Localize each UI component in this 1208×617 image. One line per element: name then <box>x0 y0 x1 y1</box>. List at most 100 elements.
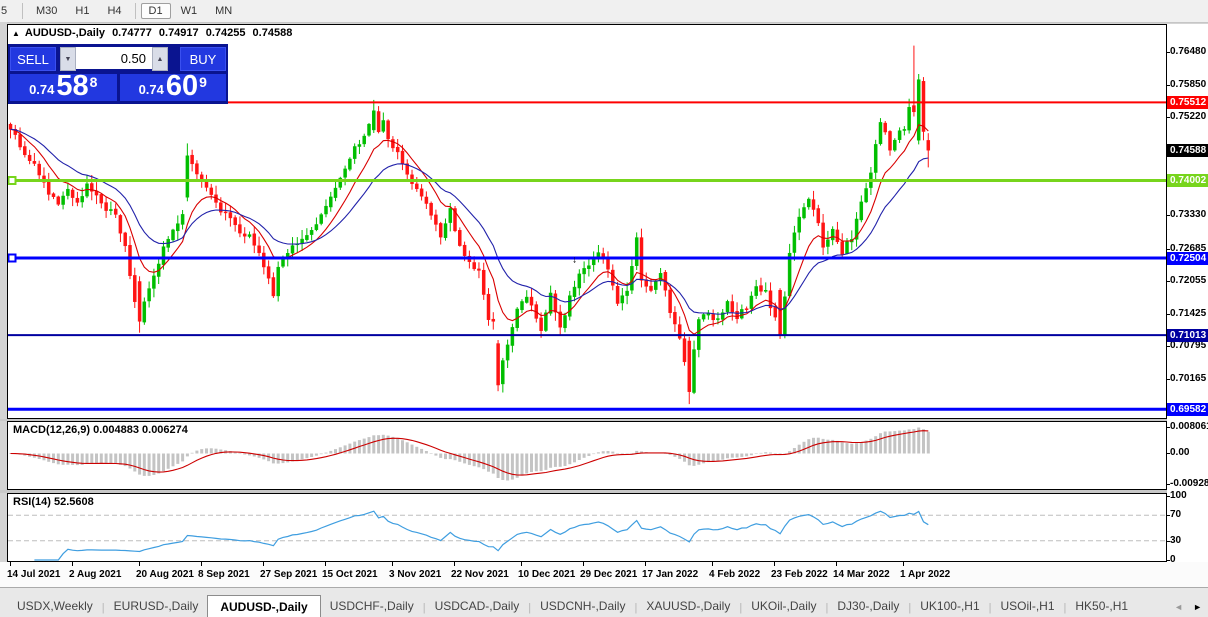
macd-histogram-bar <box>850 443 854 454</box>
macd-axis-tick: -0.00928 <box>1170 478 1208 489</box>
macd-histogram-bar <box>922 429 925 454</box>
macd-histogram-bar <box>792 448 796 454</box>
time-axis-label: 2 Aug 2021 <box>69 569 122 580</box>
timeframe-button-m5-partial[interactable]: 5 <box>1 5 8 17</box>
pane-splitter[interactable] <box>0 419 1208 421</box>
collapse-panel-icon[interactable]: ▲ <box>12 29 20 38</box>
axis-tick-mark <box>1166 540 1170 542</box>
chart-tab-usdcnhdaily[interactable]: USDCNH-,Daily <box>540 599 626 613</box>
volume-decrease-button[interactable]: ▼ <box>60 47 76 71</box>
chart-tab-xauusddaily[interactable]: XAUUSD-,Daily <box>646 599 731 613</box>
tab-separator: | <box>739 602 743 614</box>
time-axis[interactable]: 14 Jul 2021 2 Aug 2021 20 Aug 2021 8 Sep 20… <box>0 562 1208 587</box>
macd-indicator-pane[interactable]: MACD(12,26,9) 0.004883 0.006274 <box>7 421 1167 490</box>
chart-tab-eurusddaily[interactable]: EURUSD-,Daily <box>113 599 199 613</box>
time-axis-tick-mark <box>392 562 393 566</box>
macd-histogram-bar <box>104 453 108 464</box>
macd-histogram-bar <box>401 440 404 454</box>
time-axis-tick-mark <box>774 562 775 566</box>
tab-separator: | <box>908 602 912 614</box>
tab-scroll-right-icon[interactable]: ► <box>1193 602 1202 612</box>
macd-histogram-bar <box>463 453 467 464</box>
rsi-chart-canvas[interactable] <box>8 494 1166 561</box>
buy-price-big: 60 <box>165 69 199 102</box>
volume-increase-button[interactable]: ▲ <box>152 47 168 71</box>
macd-histogram-bar <box>71 453 75 465</box>
macd-histogram-bar <box>448 453 452 460</box>
buy-button[interactable]: BUY <box>180 47 226 71</box>
macd-histogram-bar <box>706 453 710 463</box>
macd-histogram-bar <box>171 453 175 467</box>
buy-price-display[interactable]: 0.74 60 9 <box>119 69 226 102</box>
rsi-axis-tick: 100 <box>1170 490 1187 501</box>
sell-price-pip: 8 <box>89 74 98 90</box>
macd-histogram-bar <box>147 453 151 476</box>
macd-histogram-bar <box>396 438 400 454</box>
time-axis-label: 17 Jan 2022 <box>642 569 699 580</box>
timeframe-button-d1[interactable]: D1 <box>140 3 171 19</box>
time-axis-label: 22 Nov 2021 <box>451 569 509 580</box>
chart-tab-usdchfdaily[interactable]: USDCHF-,Daily <box>329 599 414 613</box>
time-axis-label: 29 Dec 2021 <box>580 569 638 580</box>
time-axis-label: 8 Sep 2021 <box>198 569 250 580</box>
ohlc-high: 0.74917 <box>158 27 199 39</box>
spinner-down-icon: ▼ <box>64 55 72 63</box>
macd-histogram-bar <box>587 453 591 456</box>
chart-tab-uk100h1[interactable]: UK100-,H1 <box>920 599 980 613</box>
chart-ohlc-header: ▲ AUDUSD-,Daily 0.74777 0.74917 0.74255 0… <box>12 27 296 39</box>
sell-price-display[interactable]: 0.74 58 8 <box>10 71 117 101</box>
arrow-annotation[interactable]: ↓ <box>572 254 577 265</box>
macd-histogram-bar <box>821 438 825 454</box>
chart-tab-hk50h1[interactable]: HK50-,H1 <box>1075 599 1129 613</box>
chart-tab-dj30daily[interactable]: DJ30-,Daily <box>837 599 900 613</box>
candlestick-series <box>8 45 931 405</box>
timeframe-button-w1[interactable]: W1 <box>180 5 198 17</box>
macd-histogram-bar <box>487 453 490 472</box>
macd-histogram-bar <box>745 453 749 457</box>
pane-splitter[interactable] <box>0 490 1208 493</box>
timeframe-button-mn[interactable]: MN <box>215 5 233 17</box>
price-axis-tick: 0.76480 <box>1170 46 1207 58</box>
chart-tab-usoilh1[interactable]: USOil-,H1 <box>1000 599 1055 613</box>
rsi-indicator-pane[interactable]: RSI(14) 52.5608 <box>7 493 1167 562</box>
macd-histogram-bar <box>883 431 887 454</box>
sell-button[interactable]: SELL <box>10 47 56 71</box>
macd-histogram-bar <box>912 429 916 454</box>
macd-histogram-bar <box>181 453 185 462</box>
timeframe-button-h4[interactable]: H4 <box>107 5 122 17</box>
macd-histogram-bar <box>66 453 70 465</box>
macd-histogram-bar <box>807 439 811 454</box>
hline-handle[interactable] <box>8 176 17 185</box>
macd-histogram-bar <box>219 449 223 454</box>
macd-histogram-bar <box>558 453 562 467</box>
macd-histogram-bar <box>697 453 701 465</box>
chart-tab-usdcaddaily[interactable]: USDCAD-,Daily <box>434 599 520 613</box>
price-axis[interactable] <box>1167 24 1208 562</box>
chart-tab-audusddaily[interactable]: AUDUSD-,Daily <box>207 595 321 617</box>
macd-histogram-bar <box>477 453 481 468</box>
macd-histogram-bar <box>334 449 337 454</box>
timeframe-button-m30[interactable]: M30 <box>36 5 58 17</box>
macd-histogram-bar <box>730 453 734 458</box>
macd-histogram-bar <box>209 448 213 454</box>
time-axis-tick-mark <box>201 562 202 566</box>
macd-histogram-bar <box>764 452 768 454</box>
macd-histogram-bar <box>300 453 304 460</box>
macd-histogram-bar <box>439 453 443 458</box>
macd-histogram-bar <box>185 453 189 457</box>
hline-handle[interactable] <box>8 253 17 263</box>
chart-tab-ukoildaily[interactable]: UKOil-,Daily <box>751 599 817 613</box>
candlestick-chart-canvas[interactable]: ↓ <box>8 25 1166 418</box>
chart-tab-usdxweekly[interactable]: USDX,Weekly <box>17 599 93 613</box>
tab-scroll-left-icon[interactable]: ◄ <box>1174 602 1184 612</box>
macd-chart-canvas[interactable] <box>8 422 1166 489</box>
macd-histogram-bar <box>754 453 758 454</box>
timeframe-button-h1[interactable]: H1 <box>75 5 90 17</box>
price-axis-badge-0.69582: 0.69582 <box>1167 402 1208 416</box>
macd-histogram-bar <box>726 453 729 459</box>
macd-histogram-bar <box>769 452 772 454</box>
macd-histogram-bar <box>525 453 529 474</box>
macd-histogram-bar <box>520 453 524 476</box>
volume-input[interactable] <box>76 47 152 69</box>
macd-histogram-bar <box>539 453 543 472</box>
